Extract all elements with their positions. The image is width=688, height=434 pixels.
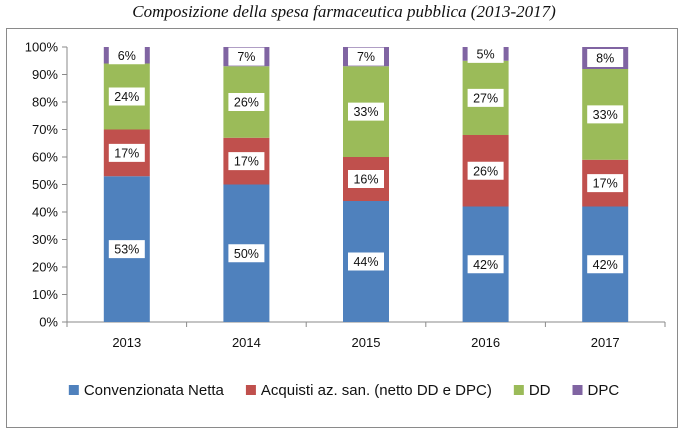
x-tick-label: 2013 [112, 335, 141, 350]
data-label-box [348, 47, 384, 66]
x-tick-label: 2014 [232, 335, 261, 350]
data-label: 42% [593, 258, 618, 272]
data-label: 26% [473, 164, 498, 178]
data-label-box [587, 174, 624, 193]
data-label-box [587, 105, 624, 124]
legend-item: DPC [572, 382, 620, 399]
data-label-box [108, 46, 145, 65]
legend-swatch [572, 385, 583, 395]
data-label: 33% [353, 105, 378, 119]
data-label-box [348, 170, 384, 188]
data-label: 42% [473, 258, 498, 272]
data-label: 7% [357, 50, 375, 64]
data-label: 17% [114, 146, 139, 160]
legend-swatch [68, 385, 79, 395]
x-tick-label: 2015 [352, 335, 381, 350]
y-tick-label: 0% [39, 315, 58, 330]
legend-swatch [513, 385, 524, 395]
data-label: 5% [477, 47, 495, 61]
data-label-box [467, 88, 504, 107]
data-label: 33% [593, 108, 618, 122]
legend-label: Acquisti az. san. (netto DD e DPC) [261, 382, 492, 399]
y-tick-label: 40% [32, 205, 58, 220]
data-label: 7% [237, 50, 255, 64]
legend-label: DPC [588, 382, 620, 399]
data-label-box [108, 87, 145, 106]
data-label-box [108, 143, 145, 162]
data-label-box [348, 252, 384, 271]
legend-swatch [245, 385, 256, 395]
y-tick-label: 10% [32, 287, 58, 302]
legend-item: DD [513, 382, 551, 399]
y-tick-label: 90% [32, 67, 58, 82]
data-label-box [348, 102, 384, 121]
data-label-box [228, 244, 265, 263]
data-label: 24% [114, 90, 139, 104]
data-label-box [228, 152, 265, 171]
legend-item: Acquisti az. san. (netto DD e DPC) [245, 382, 492, 399]
data-label: 44% [353, 255, 378, 269]
y-tick-label: 30% [32, 232, 58, 247]
y-tick-label: 20% [32, 260, 58, 275]
legend-item: Convenzionata Netta [68, 382, 225, 399]
legend-label: DD [529, 382, 551, 399]
legend-label: Convenzionata Netta [84, 382, 225, 399]
data-label: 6% [118, 49, 136, 63]
y-tick-label: 70% [32, 122, 58, 137]
data-label: 17% [593, 177, 618, 191]
data-label: 26% [234, 96, 259, 110]
data-label: 50% [234, 247, 259, 261]
data-label-box [467, 161, 504, 180]
data-label-box [587, 255, 624, 274]
x-tick-label: 2017 [591, 335, 620, 350]
data-label-box [228, 93, 265, 111]
y-tick-label: 50% [32, 177, 58, 192]
chart-title: Composizione della spesa farmaceutica pu… [132, 2, 556, 21]
x-tick-label: 2016 [471, 335, 500, 350]
data-label: 17% [234, 155, 259, 169]
data-label-box [228, 47, 265, 66]
data-label-box [467, 255, 504, 274]
y-tick-label: 60% [32, 150, 58, 165]
data-label: 8% [596, 52, 614, 66]
data-label: 16% [353, 173, 378, 187]
data-label: 27% [473, 91, 498, 105]
data-label: 53% [114, 243, 139, 257]
data-label-box [108, 240, 145, 259]
data-label-box [467, 44, 504, 63]
y-tick-label: 100% [25, 40, 59, 55]
data-label-box [587, 49, 624, 67]
y-tick-label: 80% [32, 95, 58, 110]
